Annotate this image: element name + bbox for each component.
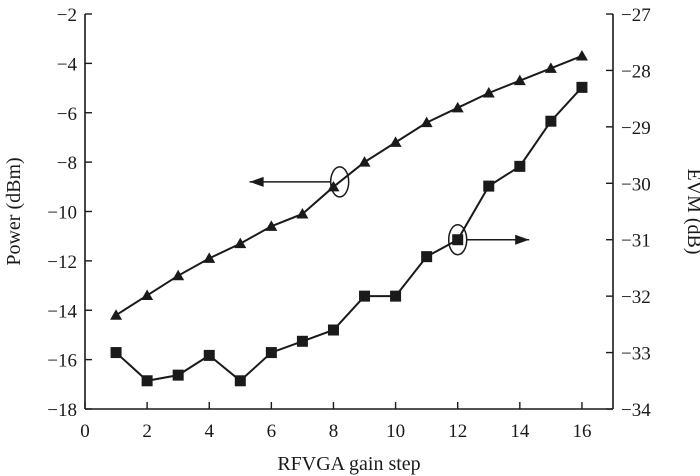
x-tick-label: 0 xyxy=(80,421,90,442)
series-line-square xyxy=(115,86,583,383)
square-marker xyxy=(452,234,464,246)
square-marker xyxy=(141,375,153,387)
right-y-axis-title: EVM (dB) xyxy=(683,168,700,254)
arrow-right-icon xyxy=(515,234,530,245)
x-tick-label: 6 xyxy=(267,421,277,442)
left-y-tick-label: −6 xyxy=(57,104,77,125)
square-marker xyxy=(514,160,526,172)
square-marker xyxy=(265,347,277,359)
right-y-tick-label: −31 xyxy=(621,231,651,252)
triangle-marker xyxy=(482,87,495,98)
left-y-tick-label: −14 xyxy=(47,301,77,322)
triangle-marker xyxy=(451,101,464,113)
right-y-tick-label: −27 xyxy=(621,5,651,26)
square-marker xyxy=(576,81,588,93)
left-y-axis-title: Power (dBm) xyxy=(3,157,25,265)
triangle-marker xyxy=(172,269,185,281)
square-marker xyxy=(234,375,246,387)
square-marker xyxy=(296,335,308,347)
square-marker xyxy=(203,349,215,361)
x-tick-label: 8 xyxy=(329,421,339,442)
square-marker xyxy=(421,251,433,263)
left-y-tick-label: −4 xyxy=(57,54,78,75)
triangle-marker xyxy=(265,220,278,231)
triangle-marker xyxy=(420,116,433,128)
triangle-marker xyxy=(203,252,216,263)
left-y-tick-label: −8 xyxy=(57,153,77,174)
left-y-tick-label: −10 xyxy=(47,203,77,224)
triangle-marker xyxy=(544,62,557,73)
x-tick-label: 16 xyxy=(572,421,591,442)
x-tick-label: 10 xyxy=(386,421,405,442)
square-marker xyxy=(327,324,339,336)
ticks-group: 0 2 4 6 8 10 12 14 16 −18 −16 −14 −12 −10 −8 −6 −4 −2 −34 −… xyxy=(47,5,651,442)
axes-group xyxy=(84,14,614,410)
triangle-marker xyxy=(141,289,154,300)
x-tick-label: 14 xyxy=(510,421,530,442)
series-line-triangle xyxy=(115,55,583,317)
triangle-marker xyxy=(358,156,371,167)
left-y-tick-label: −2 xyxy=(57,5,77,26)
triangle-marker xyxy=(234,237,247,249)
triangle-marker xyxy=(327,180,340,192)
left-y-tick-label: −12 xyxy=(47,252,77,273)
series-group xyxy=(110,49,588,387)
square-marker xyxy=(172,369,184,381)
square-marker xyxy=(483,180,495,192)
right-y-tick-label: −32 xyxy=(621,287,651,308)
square-marker xyxy=(110,347,122,359)
square-marker xyxy=(359,290,371,302)
x-axis-title: RFVGA gain step xyxy=(277,453,420,475)
annotations-group xyxy=(249,166,530,256)
left-y-tick-label: −18 xyxy=(47,400,77,421)
x-tick-label: 2 xyxy=(142,421,152,442)
triangle-marker xyxy=(575,49,588,61)
right-y-tick-label: −30 xyxy=(621,174,651,195)
left-y-tick-label: −16 xyxy=(47,351,77,372)
triangle-marker xyxy=(513,74,526,86)
square-marker xyxy=(390,290,402,302)
arrow-left-icon xyxy=(249,176,264,187)
triangle-marker xyxy=(110,309,123,320)
square-marker xyxy=(545,115,557,127)
right-y-tick-label: −33 xyxy=(621,344,651,365)
right-y-tick-label: −34 xyxy=(621,400,651,421)
x-tick-label: 4 xyxy=(204,421,214,442)
triangle-marker xyxy=(296,207,309,219)
right-y-tick-label: −28 xyxy=(621,61,651,82)
x-tick-label: 12 xyxy=(448,421,467,442)
right-y-tick-label: −29 xyxy=(621,118,651,139)
triangle-marker xyxy=(389,136,402,147)
